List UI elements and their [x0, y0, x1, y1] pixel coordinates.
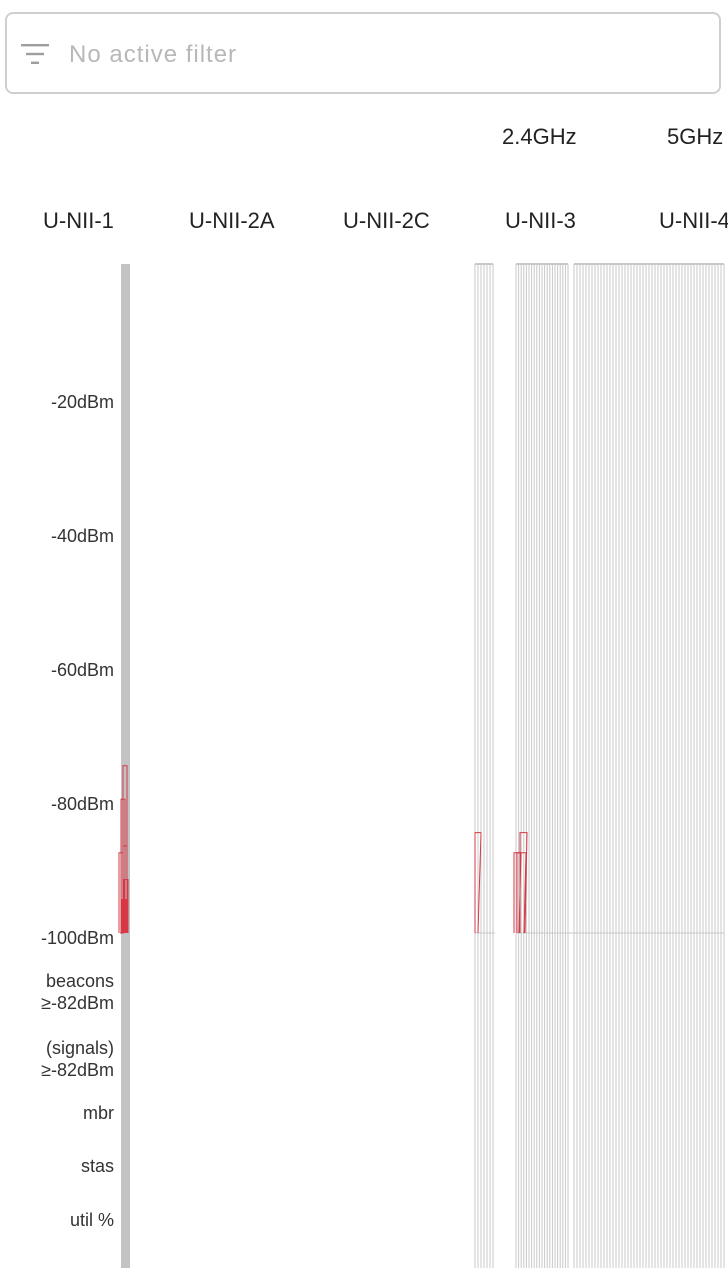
signal-mark — [516, 852, 527, 934]
y-axis-label: -20dBm — [50, 392, 114, 412]
band-tab-unii-4[interactable]: U-NII-4 — [659, 208, 728, 233]
signal-mark — [120, 798, 126, 933]
signal-mark — [118, 852, 124, 933]
signal-mark — [122, 765, 128, 933]
metric-label-mbr: mbr — [83, 1103, 114, 1123]
signal-mark — [121, 899, 127, 933]
metric-label-util: util % — [69, 1210, 114, 1230]
band-tab-unii-3[interactable]: U-NII-3 — [505, 208, 576, 233]
signal-mark — [519, 832, 528, 934]
band-group-5ghz: 5GHz — [667, 124, 724, 149]
filter-icon — [21, 44, 49, 64]
band-tab-unii-2c[interactable]: U-NII-2C — [343, 208, 430, 233]
y-axis-label: -100dBm — [40, 928, 114, 948]
y-axis-label: -40dBm — [50, 526, 114, 546]
metric-label-beacons: beacons ≥-82dBm — [41, 971, 114, 1013]
metric-label-stas: stas — [80, 1156, 114, 1176]
signal-mark — [123, 878, 129, 933]
band-group-2-4ghz: 2.4GHz — [502, 124, 577, 149]
active-channel-bar — [121, 264, 130, 1268]
signal-mark — [513, 852, 522, 934]
signal-mark — [474, 832, 482, 934]
y-axis-label: -80dBm — [50, 794, 114, 814]
signal-mark — [122, 845, 128, 933]
band-tab-unii-2a[interactable]: U-NII-2A — [189, 208, 275, 233]
filter-input[interactable] — [69, 36, 669, 74]
y-axis-label: -60dBm — [50, 660, 114, 680]
band-tab-unii-1[interactable]: U-NII-1 — [43, 208, 114, 233]
filter-bar[interactable] — [5, 12, 721, 94]
metric-label-signals: (signals) ≥-82dBm — [41, 1038, 114, 1080]
